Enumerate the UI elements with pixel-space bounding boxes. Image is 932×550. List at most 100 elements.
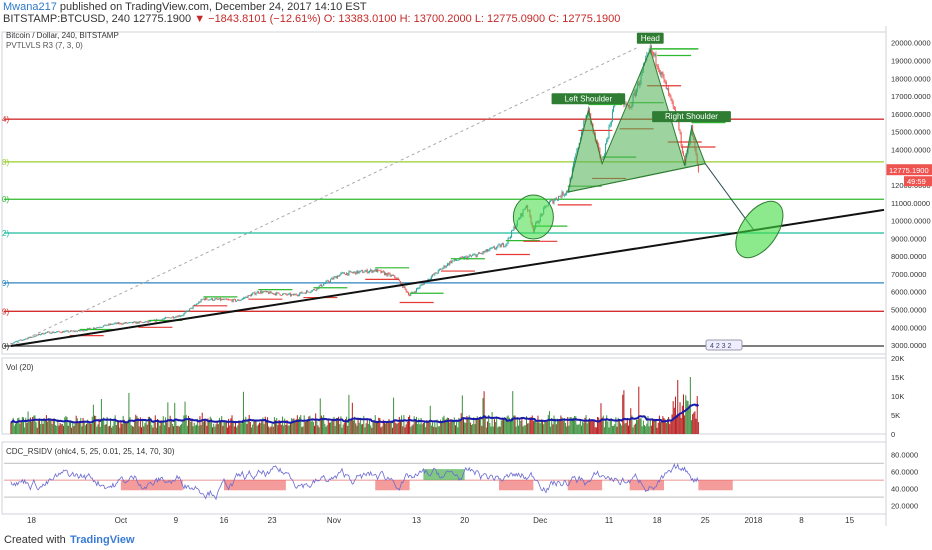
volume-bar: [288, 425, 290, 434]
volume-bar: [648, 426, 650, 434]
volume-bar: [210, 418, 212, 434]
candle-body: [95, 328, 97, 329]
candle-body: [75, 330, 77, 332]
volume-bar: [19, 423, 21, 434]
volume-bar: [273, 417, 275, 434]
volume-bar: [653, 418, 655, 434]
volume-bar: [95, 415, 97, 434]
volume-bar: [662, 416, 664, 434]
candle-body: [344, 274, 346, 275]
volume-bar: [373, 421, 375, 434]
volume-bar: [104, 425, 106, 434]
volume-bar: [610, 418, 612, 434]
volume-bar: [223, 420, 225, 434]
volume-pane[interactable]: Vol (20) 20K 15K 10K 5K 0: [6, 354, 904, 439]
volume-bar: [307, 419, 309, 434]
volume-bar: [65, 415, 67, 434]
volume-bar: [394, 420, 396, 434]
candle-body: [564, 193, 566, 195]
volume-bar: [437, 426, 439, 434]
candle-body: [328, 281, 330, 283]
candle-body: [440, 268, 442, 270]
volume-bar: [364, 427, 366, 434]
candle-body: [264, 291, 266, 292]
volume-bar: [433, 426, 435, 434]
candle-body: [261, 291, 263, 294]
candle-body: [245, 296, 247, 298]
volume-bar: [671, 414, 673, 434]
candle-body: [370, 269, 372, 271]
candle-body: [112, 324, 114, 325]
volume-bar: [246, 423, 248, 434]
author-link[interactable]: Mwana217: [3, 1, 57, 13]
volume-bar: [108, 425, 110, 434]
main-pane[interactable]: 20000.0000 19000.0000 18000.0000 17000.0000…: [1, 31, 932, 515]
volume-title: Vol (20): [6, 363, 34, 372]
volume-bar: [639, 418, 641, 434]
candle-body: [499, 244, 501, 248]
volume-bar: [432, 422, 434, 434]
volume-bar: [409, 415, 411, 434]
candle-body: [324, 283, 326, 285]
volume-bar: [194, 425, 196, 434]
candle-body: [163, 318, 165, 320]
volume-bar: [615, 417, 617, 434]
volume-bar: [678, 414, 680, 434]
volume-bar: [475, 419, 477, 434]
rsi-title: CDC_RSIDV (ohlc4, 5, 25, 0.01, 25, 14, 7…: [6, 447, 175, 456]
head-and-shoulders-pattern: [567, 48, 706, 193]
candle-body: [273, 293, 275, 295]
volume-bar: [344, 419, 346, 434]
volume-bar: [207, 418, 209, 434]
volume-bar: [185, 415, 187, 434]
volume-bar: [320, 415, 322, 434]
candle-body: [500, 244, 502, 248]
volume-bar: [513, 415, 515, 434]
volume-bar: [316, 418, 318, 434]
volume-bar: [66, 417, 68, 434]
volume-bar: [654, 418, 656, 434]
candle-body: [60, 332, 62, 334]
volume-bar: [688, 407, 690, 434]
candle-body: [377, 269, 379, 272]
tradingview-logo[interactable]: TradingView: [70, 534, 135, 546]
volume-bar: [539, 423, 541, 434]
candle-body: [365, 269, 367, 272]
volume-bar: [118, 421, 120, 434]
chart-area[interactable]: 20000.0000 19000.0000 18000.0000 17000.0000…: [0, 26, 932, 530]
candle-body: [205, 297, 207, 301]
candle-body: [26, 338, 28, 340]
candle-body: [280, 295, 282, 297]
volume-bar: [45, 415, 47, 434]
price-tick-label: 7000.0000: [891, 270, 926, 279]
volume-bar: [385, 423, 387, 434]
candle-body: [213, 300, 215, 302]
volume-bar: [142, 419, 144, 434]
candle-body: [558, 196, 560, 200]
volume-bar: [598, 417, 600, 434]
volume-bar: [452, 420, 454, 434]
volume-bar: [658, 415, 660, 434]
rsi-bear-zone: [629, 480, 664, 491]
candle-body: [259, 292, 261, 294]
candle-body: [576, 148, 578, 156]
candle-body: [44, 332, 46, 334]
candle-body: [391, 275, 393, 276]
candle-body: [19, 339, 21, 341]
candle-body: [320, 284, 322, 287]
candle-body: [574, 158, 576, 164]
candle-body: [92, 327, 94, 330]
candle-body: [281, 293, 283, 296]
volume-bar: [217, 424, 219, 434]
candle-body: [269, 291, 271, 294]
volume-bar: [328, 422, 330, 434]
volume-bar: [254, 420, 256, 434]
volume-bar: [13, 425, 15, 434]
volume-bar: [526, 416, 527, 434]
indicator-title: PVTLVLS R3 (7, 3, 0): [6, 41, 83, 50]
volume-bar: [444, 419, 446, 434]
rsi-pane[interactable]: CDC_RSIDV (ohlc4, 5, 25, 0.01, 25, 14, 7…: [4, 447, 918, 511]
time-tick-label: 8: [799, 516, 804, 525]
time-axis[interactable]: 18 Oct 9 16 23 Nov 13 20 Dec 11 18 25 2018 8 15: [27, 26, 887, 526]
volume-bar: [656, 427, 658, 434]
